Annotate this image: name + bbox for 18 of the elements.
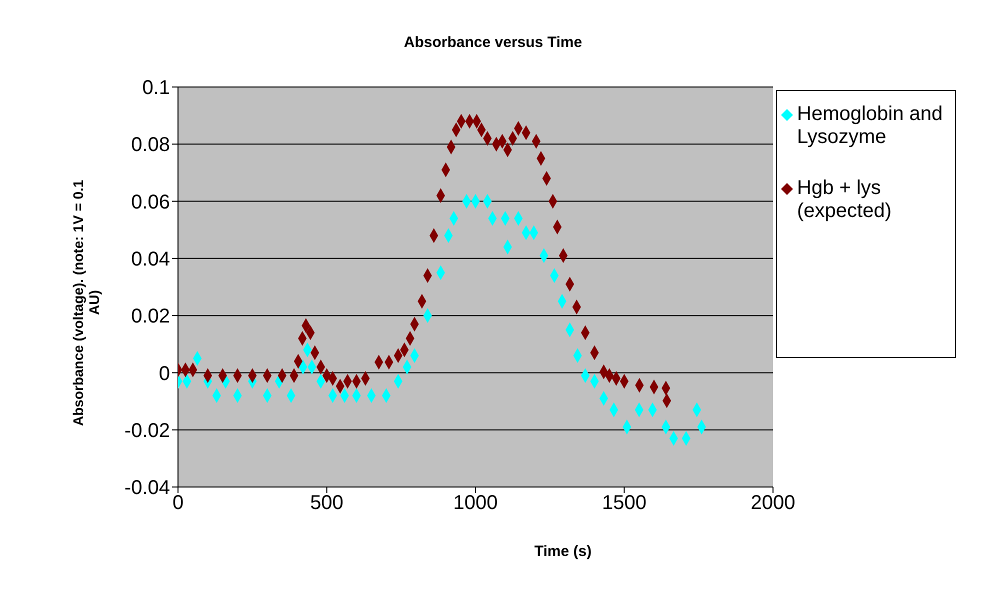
chart-title: Absorbance versus Time [402, 34, 584, 51]
y-tick-label: 0.04 [131, 248, 170, 271]
y-tick-label: 0 [158, 362, 170, 385]
x-tick-label: 1000 [453, 492, 498, 514]
y-tick-label: 0.06 [131, 191, 170, 214]
y-tick-label: -0.04 [124, 477, 170, 500]
x-axis-title: Time (s) [533, 543, 593, 560]
y-tick-label: 0.02 [131, 306, 170, 328]
x-tick-label: 0 [172, 492, 184, 514]
y-tick-label: 0.1 [142, 77, 170, 100]
y-axis-title: Absorbance (voltage). (note: 1V = 0.1 AU) [70, 178, 102, 428]
y-tick-label: 0.08 [131, 134, 170, 156]
x-tick-label: 2000 [750, 492, 796, 514]
x-tick-label: 500 [310, 492, 344, 514]
legend-label: Hgb + lys (expected) [797, 177, 892, 223]
legend-label: Hemoglobin and Lysozyme [797, 103, 944, 149]
x-tick-label: 1500 [602, 492, 646, 514]
y-tick-label: -0.02 [124, 420, 170, 442]
